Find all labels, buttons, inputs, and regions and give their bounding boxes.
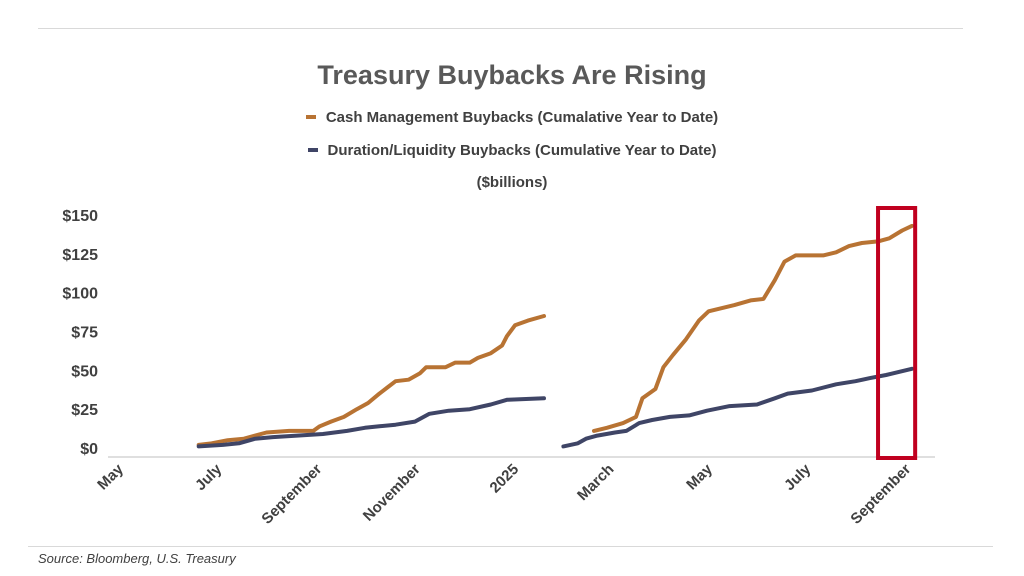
legend-item-cash-management: Cash Management Buybacks (Cumalative Yea… (0, 109, 1024, 126)
x-tick-label: May (94, 460, 127, 493)
y-tick-label: $50 (71, 363, 98, 380)
legend-swatch-duration-liquidity (307, 148, 318, 153)
series-line-duration-liquidity (196, 396, 546, 449)
bottom-divider (28, 546, 993, 547)
y-tick-label: $125 (62, 247, 98, 264)
legend-label-cash-management: Cash Management Buybacks (Cumalative Yea… (325, 109, 719, 126)
legend-swatch-cash-management (305, 115, 316, 120)
legend-label-duration-liquidity: Duration/Liquidity Buybacks (Cumulative … (327, 142, 717, 159)
highlight-box (876, 206, 918, 460)
x-tick-label: September (258, 461, 325, 528)
x-tick-label: July (781, 460, 815, 494)
series-line-cash-management (592, 223, 914, 433)
y-tick-label: $150 (62, 208, 98, 225)
x-tick-label: May (683, 460, 716, 493)
x-tick-label: 2025 (487, 461, 523, 497)
legend-item-duration-liquidity: Duration/Liquidity Buybacks (Cumulative … (0, 142, 1024, 159)
top-divider (38, 28, 963, 29)
series-line-duration-liquidity (561, 366, 914, 449)
x-tick-label: March (574, 461, 617, 504)
source-note: Source: Bloomberg, U.S. Treasury (38, 551, 236, 566)
chart-title: Treasury Buybacks Are Rising (317, 60, 707, 90)
chart-subtitle: ($billions) (476, 174, 548, 191)
y-tick-label: $25 (71, 402, 98, 419)
x-tick-label: July (192, 460, 226, 494)
x-tick-label: November (360, 461, 424, 525)
series-line-cash-management (196, 314, 546, 447)
y-tick-label: $100 (62, 286, 98, 303)
x-tick-label: September (847, 461, 914, 528)
y-tick-label: $0 (80, 441, 98, 458)
y-tick-label: $75 (71, 325, 98, 342)
